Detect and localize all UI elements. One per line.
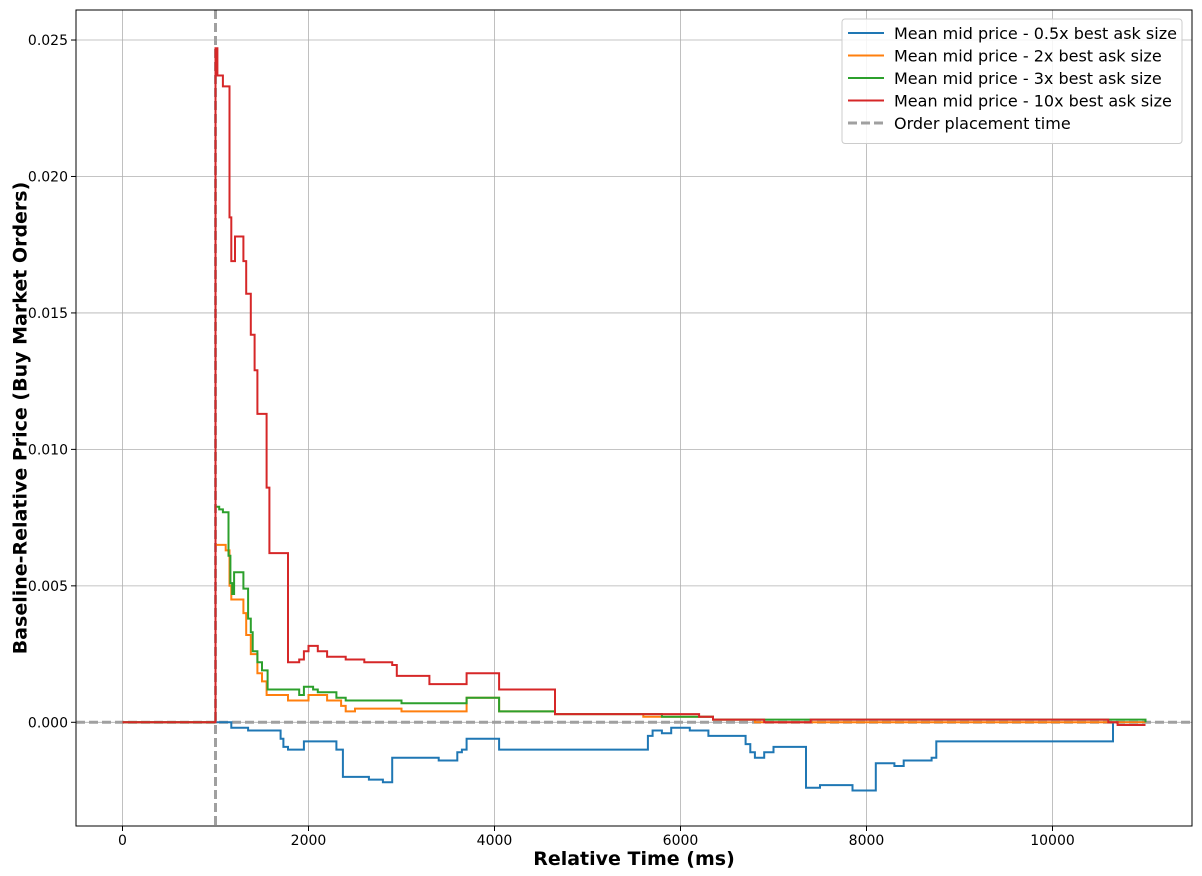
y-tick-label: 0.010 bbox=[28, 442, 68, 458]
legend-label: Mean mid price - 3x best ask size bbox=[894, 69, 1162, 88]
series-line-2 bbox=[122, 505, 1147, 724]
x-axis-label: Relative Time (ms) bbox=[533, 848, 735, 870]
axis-ticks: 0 2000 4000 6000 8000 10000 0.000 0.005 0.010 0.0… bbox=[28, 33, 1075, 849]
y-tick-label: 0.005 bbox=[28, 579, 68, 595]
legend-label: Order placement time bbox=[894, 114, 1071, 133]
x-tick-label: 0 bbox=[118, 833, 127, 849]
y-tick-label: 0.025 bbox=[28, 33, 68, 49]
x-tick-label: 10000 bbox=[1030, 833, 1075, 849]
series-layer bbox=[122, 47, 1147, 792]
y-tick-label: 0.000 bbox=[28, 715, 68, 731]
y-tick-label: 0.020 bbox=[28, 169, 68, 185]
legend-box bbox=[841, 18, 1183, 144]
series-line-0 bbox=[122, 721, 1146, 792]
legend-label: Mean mid price - 0.5x best ask size bbox=[894, 24, 1177, 43]
legend-label: Mean mid price - 2x best ask size bbox=[894, 47, 1162, 66]
x-tick-label: 4000 bbox=[477, 833, 513, 849]
plot-area bbox=[75, 9, 1193, 827]
series-line-1 bbox=[122, 543, 1146, 724]
x-tick-label: 2000 bbox=[291, 833, 327, 849]
y-tick-label: 0.015 bbox=[28, 306, 68, 322]
y-axis-label: Baseline-Relative Price (Buy Market Orde… bbox=[10, 182, 32, 655]
series-line-3 bbox=[122, 47, 1146, 726]
x-tick-label: 8000 bbox=[849, 833, 885, 849]
x-tick-label: 6000 bbox=[663, 833, 699, 849]
legend: Mean mid price - 0.5x best ask size Mean … bbox=[841, 18, 1183, 144]
legend-label: Mean mid price - 10x best ask size bbox=[894, 92, 1172, 111]
